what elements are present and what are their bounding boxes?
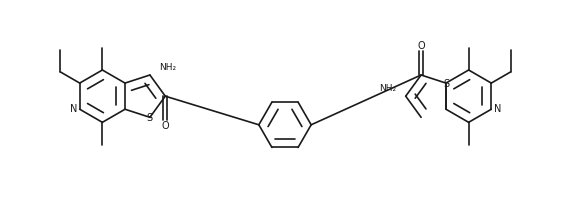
Text: NH₂: NH₂ [379, 84, 396, 93]
Text: NH₂: NH₂ [159, 63, 176, 72]
Text: N: N [70, 104, 78, 114]
Text: S: S [147, 113, 153, 123]
Text: S: S [443, 79, 449, 89]
Text: O: O [162, 121, 169, 131]
Text: N: N [493, 104, 501, 114]
Text: O: O [417, 41, 425, 51]
